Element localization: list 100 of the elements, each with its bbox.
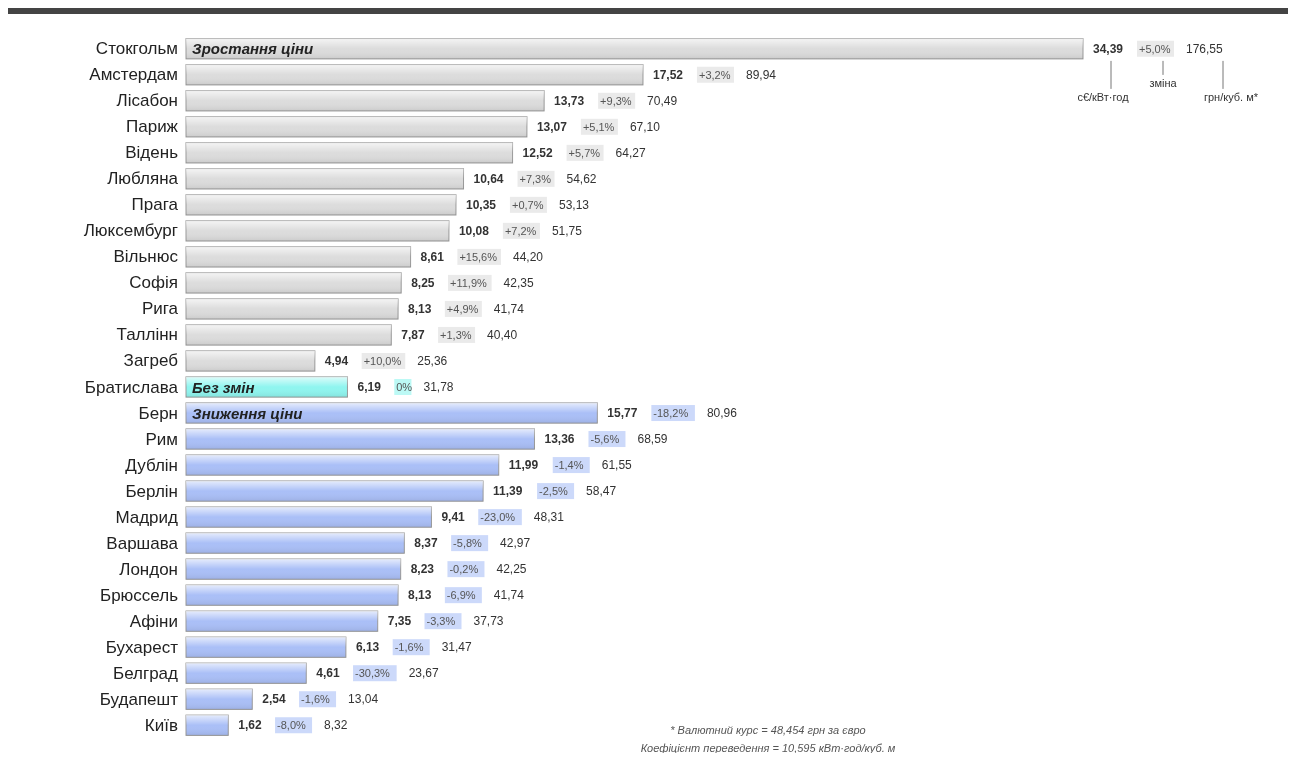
y-tick-label: Варшава [106,533,179,553]
annotation: 25,36 [417,353,448,368]
annotation: 89,94 [745,67,777,82]
data-label: 10,35 [465,197,497,212]
y-tick-label: Берлін [125,481,178,501]
annotation: 53,13 [558,197,590,212]
y-tick-label: Відень [125,143,179,163]
data-label: 13,07 [536,119,568,134]
y-tick-label: Афіни [129,611,178,631]
y-tick-label: Белград [113,663,179,683]
annotation: Без змін [192,378,255,396]
annotation: 41,74 [493,301,525,316]
annotation: -5,6% [590,433,620,446]
annotation: +7,3% [519,172,552,185]
annotation: 41,74 [493,588,525,603]
annotation: -18,2% [653,407,689,420]
text: грн/куб. м* [1203,90,1259,103]
data-label: 4,94 [324,353,349,368]
annotation: +0,7% [511,198,544,211]
data-label: 10,08 [458,223,490,238]
data-label: 8,25 [411,275,435,290]
annotation: +3,2% [698,68,731,81]
annotation: -1,6% [394,641,424,654]
y-tick-label: Люксембург [83,221,178,241]
annotation: -3,3% [426,615,456,628]
y-tick-label: Амстердам [89,65,178,85]
annotation: -8,0% [277,719,307,732]
annotation: +1,3% [440,328,472,341]
data-label: 4,61 [316,666,340,681]
data-label: 12,52 [522,145,553,160]
data-label: 6,19 [357,380,382,394]
data-label: 34,39 [1093,41,1124,56]
annotation: 58,47 [586,484,617,499]
y-tick-label: Мадрид [115,507,179,527]
annotation: 70,49 [647,93,678,108]
annotation: -0,2% [449,563,479,576]
annotation: 68,59 [637,432,668,447]
data-label: 7,35 [387,614,412,629]
y-tick-label: Рим [145,429,178,449]
annotation: -2,5% [539,485,569,498]
annotation: -23,0% [480,511,516,524]
y-tick-label: Київ [144,715,178,735]
annotation: 40,40 [487,327,518,342]
annotation: 37,73 [473,614,504,629]
y-tick-label: Таллінн [116,325,178,345]
data-label: 7,87 [401,327,425,342]
data-label: 13,36 [544,432,575,447]
data-label: 8,23 [410,562,435,577]
annotation: +10,0% [363,354,402,367]
data-label: 17,52 [652,67,684,82]
annotation: -1,4% [554,459,584,472]
data-label: 8,13 [408,301,432,316]
annotation: -6,9% [446,589,476,602]
y-tick-label: Вільнюс [113,247,179,267]
annotation: 44,20 [512,249,544,264]
annotation: -30,3% [355,667,391,680]
y-tick-label: Дублін [125,455,178,475]
annotation: 80,96 [706,406,738,421]
data-label: 9,41 [441,510,466,525]
y-tick-label: Загреб [123,351,179,371]
annotation: 0% [396,381,413,393]
y-tick-label: Будапешт [99,689,179,709]
text: зміна [1149,76,1178,89]
annotation: 13,04 [348,692,379,707]
annotation: 48,31 [533,510,565,525]
annotation: 31,78 [423,380,454,394]
annotation: 54,62 [566,171,597,186]
annotation: 42,97 [500,536,531,551]
data-label: 15,77 [607,406,638,421]
data-label: 6,13 [355,640,380,655]
annotation: 51,75 [551,223,583,238]
annotation: 64,27 [615,145,646,160]
y-tick-label: Берн [138,403,178,423]
annotation: +7,2% [504,224,537,237]
annotation: +5,1% [582,120,615,133]
annotation: 67,10 [629,119,661,134]
text: 176,55 [1186,41,1224,56]
y-tick-label: Софія [129,273,178,293]
annotation: +9,3% [600,94,632,107]
y-tick-label: Любляна [107,169,179,189]
annotation: * Валютний курс = 48,454 грн за євро [670,724,866,736]
data-label: 1,62 [238,718,262,733]
text: +5,0% [1139,42,1171,55]
y-tick-label: Рига [141,299,179,319]
annotation: 42,35 [503,275,534,290]
data-label: 2,54 [262,692,286,707]
data-label: 11,39 [493,484,523,499]
y-tick-label: Прага [131,195,179,215]
data-label: 8,61 [420,249,445,264]
annotation: +4,9% [446,302,479,315]
annotation: +5,7% [568,146,601,159]
y-tick-label: Бухарест [105,637,179,657]
data-label: 10,64 [473,171,504,186]
y-tick-label: Стокгольм [95,39,178,59]
data-label: 13,73 [554,93,585,108]
annotation: 42,25 [496,562,527,577]
annotation: -1,6% [301,693,331,706]
annotation: 61,55 [601,458,633,473]
annotation: 8,32 [324,718,348,733]
annotation: Зниження ціни [192,404,303,422]
